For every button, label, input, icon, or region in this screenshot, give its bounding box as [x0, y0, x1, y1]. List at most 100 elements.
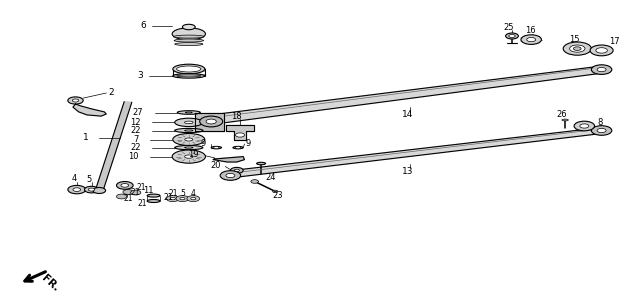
Ellipse shape [175, 43, 203, 46]
Text: 4: 4 [72, 174, 77, 183]
Text: 18: 18 [232, 112, 242, 121]
Circle shape [570, 45, 585, 52]
Ellipse shape [173, 64, 205, 74]
Circle shape [574, 121, 595, 131]
Text: 19: 19 [188, 150, 198, 159]
Ellipse shape [185, 138, 193, 141]
Circle shape [176, 196, 189, 202]
Text: FR.: FR. [40, 273, 61, 293]
Text: 9: 9 [201, 139, 206, 148]
Ellipse shape [233, 146, 243, 149]
Text: 5: 5 [180, 189, 185, 198]
Ellipse shape [182, 24, 195, 30]
Text: 21: 21 [138, 199, 147, 208]
Circle shape [220, 171, 241, 180]
Circle shape [236, 133, 244, 137]
Circle shape [72, 99, 79, 102]
Polygon shape [226, 125, 254, 140]
Text: 17: 17 [609, 38, 620, 46]
Polygon shape [230, 128, 602, 178]
Text: 24: 24 [266, 173, 276, 182]
Polygon shape [73, 104, 106, 116]
Text: 25: 25 [504, 23, 514, 32]
Circle shape [590, 45, 613, 56]
Circle shape [591, 126, 612, 135]
Circle shape [521, 35, 541, 44]
Text: 14: 14 [402, 110, 413, 119]
Ellipse shape [562, 119, 568, 121]
Text: 3: 3 [138, 71, 143, 80]
Ellipse shape [175, 146, 203, 150]
Circle shape [191, 197, 196, 200]
Ellipse shape [175, 118, 203, 127]
Ellipse shape [257, 162, 266, 165]
Circle shape [121, 184, 129, 187]
Text: 4: 4 [191, 189, 196, 198]
Circle shape [591, 65, 612, 74]
Circle shape [166, 196, 179, 202]
Circle shape [68, 97, 83, 104]
Circle shape [563, 42, 591, 55]
Text: 22: 22 [131, 126, 141, 135]
Polygon shape [95, 102, 132, 191]
Text: 8: 8 [597, 118, 602, 127]
Ellipse shape [184, 147, 193, 148]
Text: 21: 21 [131, 188, 140, 197]
Text: 7: 7 [134, 135, 139, 144]
Circle shape [234, 169, 239, 172]
Circle shape [131, 190, 141, 195]
Circle shape [573, 47, 581, 50]
Text: 12: 12 [131, 118, 141, 127]
Ellipse shape [211, 146, 221, 149]
Ellipse shape [173, 74, 205, 78]
Circle shape [214, 146, 219, 149]
Polygon shape [213, 157, 244, 162]
Circle shape [170, 197, 175, 200]
Circle shape [226, 173, 235, 178]
Circle shape [180, 197, 185, 200]
Text: 21: 21 [164, 194, 173, 202]
Text: 15: 15 [569, 34, 579, 43]
Ellipse shape [184, 130, 193, 131]
Circle shape [596, 48, 607, 53]
Text: 16: 16 [525, 26, 535, 35]
Ellipse shape [177, 75, 201, 77]
Ellipse shape [184, 155, 193, 158]
Circle shape [527, 38, 536, 42]
Circle shape [93, 188, 106, 194]
Circle shape [200, 116, 223, 127]
Circle shape [597, 68, 606, 72]
Ellipse shape [172, 28, 205, 40]
Polygon shape [211, 66, 602, 124]
Ellipse shape [175, 128, 203, 133]
Ellipse shape [173, 35, 204, 38]
Circle shape [123, 190, 133, 194]
Circle shape [116, 182, 133, 189]
Ellipse shape [177, 111, 200, 114]
Text: 5: 5 [86, 175, 92, 184]
Circle shape [509, 34, 515, 38]
Text: 21: 21 [124, 194, 133, 203]
Text: 6: 6 [140, 21, 146, 30]
Text: 13: 13 [402, 167, 413, 176]
Circle shape [68, 185, 86, 194]
Text: 21: 21 [137, 183, 147, 192]
Ellipse shape [147, 194, 160, 197]
Circle shape [206, 119, 216, 124]
Circle shape [230, 167, 243, 173]
Ellipse shape [172, 150, 205, 163]
Text: 2: 2 [109, 88, 115, 98]
Ellipse shape [186, 112, 192, 113]
Ellipse shape [174, 39, 204, 42]
Text: 27: 27 [132, 108, 143, 117]
Text: 22: 22 [131, 143, 141, 152]
Circle shape [597, 128, 606, 133]
Circle shape [88, 188, 95, 191]
Circle shape [506, 33, 518, 39]
Text: 23: 23 [272, 191, 283, 200]
Text: 26: 26 [557, 110, 567, 119]
Circle shape [73, 188, 81, 191]
Text: 1: 1 [83, 134, 88, 142]
Text: 10: 10 [128, 152, 138, 161]
Ellipse shape [184, 121, 193, 124]
